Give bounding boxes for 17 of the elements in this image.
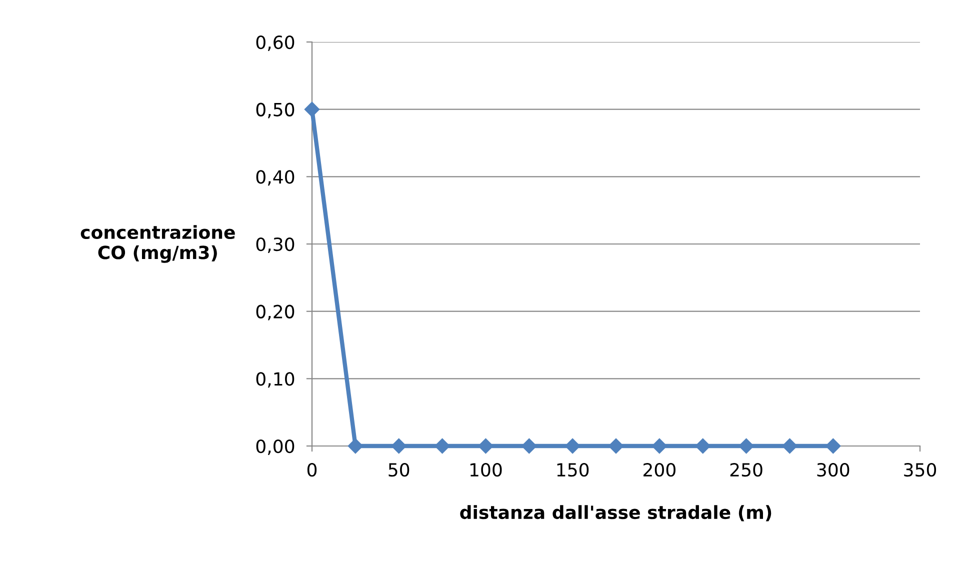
x-tick-label: 300 (817, 462, 850, 477)
y-tick-label: 0,30 (256, 237, 294, 253)
y-tick-label: 0,40 (256, 170, 294, 186)
x-tick-label: 150 (557, 462, 589, 477)
x-tick-label: 100 (470, 462, 502, 477)
x-axis-title: distanza dall'asse stradale (m) (460, 505, 772, 522)
y-tick-label: 0,60 (256, 35, 294, 51)
y-tick-label: 0,50 (256, 102, 294, 118)
y-tick-label: 0,00 (256, 439, 294, 455)
x-tick-label: 350 (904, 462, 936, 477)
y-axis-title: concentrazione CO (mg/m3) (80, 225, 235, 263)
x-tick-label: 200 (644, 462, 676, 477)
y-tick-label: 0,20 (256, 304, 294, 320)
x-tick-label: 50 (388, 462, 410, 477)
y-tick-label: 0,10 (256, 372, 294, 388)
x-tick-label: 0 (307, 462, 317, 477)
x-tick-label: 250 (730, 462, 762, 477)
